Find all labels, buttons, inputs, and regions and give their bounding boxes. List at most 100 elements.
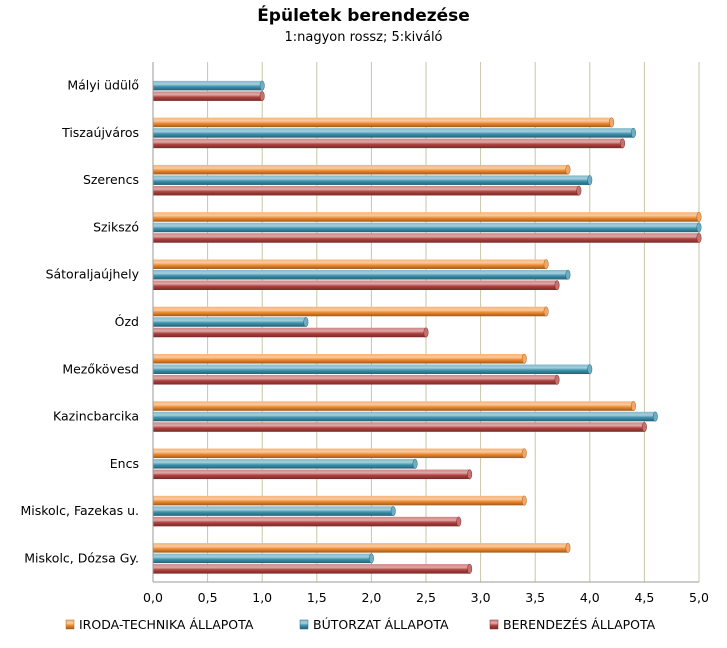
bar-body <box>153 354 525 364</box>
bar <box>153 448 527 459</box>
bar-body <box>153 459 416 469</box>
bar-cap <box>565 269 571 280</box>
bar <box>153 91 265 102</box>
bar-body <box>153 138 623 149</box>
bar <box>153 280 560 291</box>
bar <box>153 374 560 385</box>
bar-cap <box>259 91 265 102</box>
bar-body <box>153 564 470 574</box>
bar <box>153 563 473 574</box>
bar-cap <box>576 185 582 196</box>
bar-body <box>153 422 645 432</box>
bar-cap <box>303 317 309 327</box>
category-label: Mályi üdülő <box>67 78 139 93</box>
x-tick-label: 0,5 <box>198 590 218 605</box>
bar-cap <box>521 495 527 506</box>
bar <box>153 269 571 280</box>
chart-subtitle: 1:nagyon rossz; 5:kiváló <box>284 30 443 45</box>
x-tick-label: 0,0 <box>143 590 163 605</box>
bar-body <box>153 164 568 175</box>
bar <box>153 127 636 138</box>
x-tick-label: 2,0 <box>361 590 381 605</box>
chart-title: Épületek berendezése <box>257 6 470 26</box>
bar-cap <box>554 280 560 291</box>
bar-cap <box>631 401 636 412</box>
bar <box>153 364 593 375</box>
bar-body <box>153 411 656 422</box>
bar-cap <box>467 469 473 480</box>
bar-body <box>153 185 579 196</box>
bar-body <box>153 212 699 222</box>
legend-swatch <box>299 619 309 630</box>
category-label: Szikszó <box>93 219 139 234</box>
bar-body <box>153 259 547 269</box>
category-label: Sátoraljaújhely <box>46 267 140 282</box>
bar <box>153 401 636 412</box>
bar-body <box>153 543 568 553</box>
bar-body <box>153 553 372 564</box>
legend-swatch <box>489 619 499 630</box>
bar-body <box>153 327 426 338</box>
legend-swatch <box>65 619 75 630</box>
bar-cap <box>641 422 647 433</box>
bar-body <box>153 364 590 375</box>
bar-cap <box>587 175 593 186</box>
bar-body <box>153 401 634 411</box>
bar-body <box>153 469 470 480</box>
bar-cap <box>565 542 571 553</box>
bar-cap <box>565 164 571 175</box>
bar-cap <box>456 516 462 527</box>
bar-cap <box>554 374 560 385</box>
bar <box>153 175 593 186</box>
bar <box>153 317 309 327</box>
bar-body <box>153 495 525 506</box>
bar-cap <box>543 306 549 317</box>
x-tick-label: 5,0 <box>689 590 709 605</box>
bar-cap <box>587 364 593 375</box>
bar-cap <box>412 458 418 469</box>
bar-body <box>153 269 568 280</box>
category-label: Kazincbarcika <box>53 409 139 424</box>
legend-label: BÚTORZAT ÁLLAPOTA <box>313 617 449 632</box>
bar <box>153 232 702 243</box>
bar-cap <box>521 448 527 459</box>
bar-body <box>153 128 634 138</box>
bar-cap <box>423 327 429 338</box>
legend-label: BERENDEZÉS ÁLLAPOTA <box>503 617 656 632</box>
bar <box>153 164 571 175</box>
bar-cap <box>696 222 702 233</box>
bar-body <box>153 91 263 101</box>
bar-body <box>153 117 612 128</box>
bar-cap <box>467 563 473 574</box>
x-tick-label: 4,0 <box>580 590 600 605</box>
bar <box>153 458 418 469</box>
x-tick-label: 2,5 <box>416 590 436 605</box>
bar <box>153 353 527 364</box>
bar <box>153 259 549 270</box>
bar-body <box>153 222 699 233</box>
category-label: Encs <box>110 456 139 471</box>
bar <box>153 185 582 196</box>
category-label: Ózd <box>115 314 139 329</box>
bar <box>153 469 473 480</box>
bar-cap <box>696 211 702 222</box>
bar <box>153 222 702 233</box>
category-label: Miskolc, Fazekas u. <box>20 503 139 518</box>
bar <box>153 553 374 564</box>
bar <box>153 117 615 128</box>
bar <box>153 138 626 149</box>
bar-body <box>153 280 558 290</box>
bar-cap <box>631 127 636 138</box>
bar-body <box>153 506 394 516</box>
x-tick-label: 3,0 <box>471 590 491 605</box>
bar-cap <box>368 553 374 564</box>
bar-cap <box>696 232 702 243</box>
bar <box>153 211 702 222</box>
category-label: Mezőkövesd <box>62 361 139 376</box>
bar <box>153 542 571 553</box>
bar-cap <box>543 259 549 270</box>
bar-body <box>153 448 525 459</box>
bar <box>153 80 265 91</box>
